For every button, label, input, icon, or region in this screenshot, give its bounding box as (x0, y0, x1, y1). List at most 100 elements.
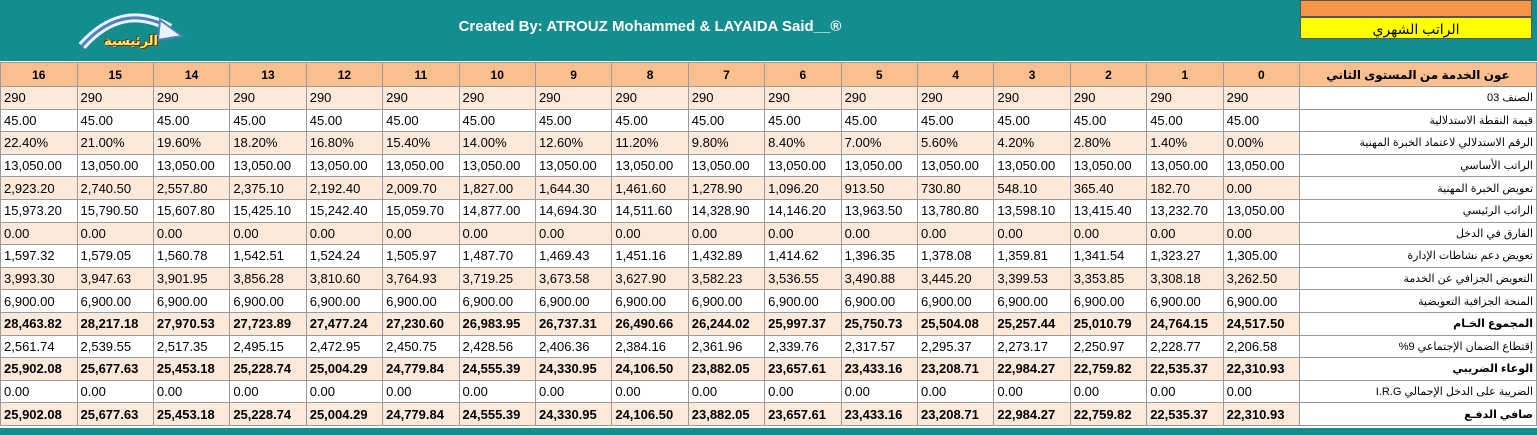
cell: 4.20% (993, 131, 1071, 155)
cell: 0.00 (1146, 221, 1224, 246)
cell: 6,900.00 (0, 289, 78, 313)
cell: 6,900.00 (1222, 289, 1301, 313)
cell: 290 (993, 86, 1071, 110)
cell: 913.50 (840, 176, 918, 200)
cell: 3,262.50 (1222, 266, 1301, 291)
salary-table: عون الخدمة من المستوى الثاني 0 1 2 3 4 5 6 7 8 9 10… (0, 62, 1537, 426)
data-row: الراتب الرئيسي 13,050.00 13,232.70 13,415.4… (0, 198, 1537, 223)
column-header: 11 (382, 62, 460, 87)
cell: 0.00 (1146, 379, 1224, 404)
cell: 14,511.60 (611, 198, 689, 223)
cell: 13,050.00 (1146, 153, 1224, 178)
cell: 13,598.10 (993, 198, 1071, 223)
cell: 2,339.76 (764, 334, 842, 359)
cell: 1,432.89 (687, 244, 766, 268)
cell: 15.40% (382, 131, 460, 155)
column-header: 4 (916, 62, 995, 87)
cell: 2.80% (1069, 131, 1148, 155)
cell: 290 (764, 86, 842, 110)
home-button[interactable]: الرئيسية (72, 6, 190, 56)
cell: 6,900.00 (916, 289, 995, 313)
credit: Created By: ATROUZ Mohammed & LAYAIDA Sa… (458, 18, 842, 35)
home-label: الرئيسية (103, 33, 159, 48)
cell: 22,535.37 (1146, 402, 1224, 426)
cell: 1,323.27 (1146, 244, 1224, 268)
cell: 2,228.77 (1146, 334, 1224, 359)
cell: 2,539.55 (76, 334, 154, 359)
cell: 3,673.58 (534, 266, 613, 291)
cell: 15,059.70 (382, 198, 460, 223)
cell: 23,208.71 (916, 402, 995, 426)
cell: 22,310.93 (1222, 357, 1301, 381)
sheet-title: الراتب الشهري (1300, 17, 1532, 39)
cell: 25,902.08 (0, 357, 78, 381)
cell: 23,882.05 (687, 402, 766, 426)
cell: 0.00 (764, 221, 842, 246)
cell: 13,050.00 (382, 153, 460, 178)
cell: 730.80 (916, 176, 995, 200)
cell: 0.00 (458, 221, 536, 246)
cell: 2,192.40 (305, 176, 384, 200)
data-row: الضريبة على الدخل الإجمالي I.R.G 0.00 0.00… (0, 379, 1537, 404)
cell: 13,963.50 (840, 198, 918, 223)
cell: 1,359.81 (993, 244, 1071, 268)
cell: 24,555.39 (458, 402, 536, 426)
data-row: الوعاء الضريبي 22,310.93 22,535.37 22,759.8… (0, 357, 1537, 381)
cell: 22,759.82 (1069, 402, 1148, 426)
cell: 25,257.44 (993, 311, 1071, 336)
cell: 1,451.16 (611, 244, 689, 268)
cell: 2,517.35 (152, 334, 231, 359)
cell: 25,677.63 (76, 357, 154, 381)
cell: 0.00 (534, 379, 613, 404)
cell: 0.00 (1222, 221, 1301, 246)
cell: 13,050.00 (764, 153, 842, 178)
cell: 1.40% (1146, 131, 1224, 155)
cell: 0.00 (229, 221, 307, 246)
cell: 3,582.23 (687, 266, 766, 291)
cell: 45.00 (840, 108, 918, 133)
cell: 0.00 (916, 379, 995, 404)
cell: 13,050.00 (0, 153, 78, 178)
cell: 2,557.80 (152, 176, 231, 200)
cell: 0.00 (0, 379, 78, 404)
cell: 25,750.73 (840, 311, 918, 336)
row-label: الوعاء الضريبي (1299, 357, 1537, 381)
cell: 290 (840, 86, 918, 110)
cell: 290 (229, 86, 307, 110)
cell: 16.80% (305, 131, 384, 155)
cell: 25,504.08 (916, 311, 995, 336)
cell: 1,396.35 (840, 244, 918, 268)
cell: 1,096.20 (764, 176, 842, 200)
data-row: الرقم الاستدلالي لاعتماد الخبرة المهنية 0… (0, 131, 1537, 155)
cell: 45.00 (1146, 108, 1224, 133)
cell: 2,009.70 (382, 176, 460, 200)
column-header: 9 (534, 62, 613, 87)
cell: 3,947.63 (76, 266, 154, 291)
column-header: 6 (764, 62, 842, 87)
cell: 290 (305, 86, 384, 110)
cell: 28,463.82 (0, 311, 78, 336)
cell: 23,882.05 (687, 357, 766, 381)
cell: 23,208.71 (916, 357, 995, 381)
cell: 6,900.00 (764, 289, 842, 313)
cell: 0.00% (1222, 131, 1301, 155)
cell: 45.00 (229, 108, 307, 133)
cell: 0.00 (382, 221, 460, 246)
cell: 25,010.79 (1069, 311, 1148, 336)
cell: 24,779.84 (382, 402, 460, 426)
cell: 25,228.74 (229, 357, 307, 381)
cell: 1,341.54 (1069, 244, 1148, 268)
cell: 13,050.00 (611, 153, 689, 178)
cell: 3,308.18 (1146, 266, 1224, 291)
cell: 11.20% (611, 131, 689, 155)
cell: 2,450.75 (382, 334, 460, 359)
cell: 2,250.97 (1069, 334, 1148, 359)
cell: 1,378.08 (916, 244, 995, 268)
cell: 45.00 (305, 108, 384, 133)
cell: 0.00 (534, 221, 613, 246)
cell: 25,004.29 (305, 357, 384, 381)
cell: 21.00% (76, 131, 154, 155)
cell: 2,406.36 (534, 334, 613, 359)
cell: 5.60% (916, 131, 995, 155)
